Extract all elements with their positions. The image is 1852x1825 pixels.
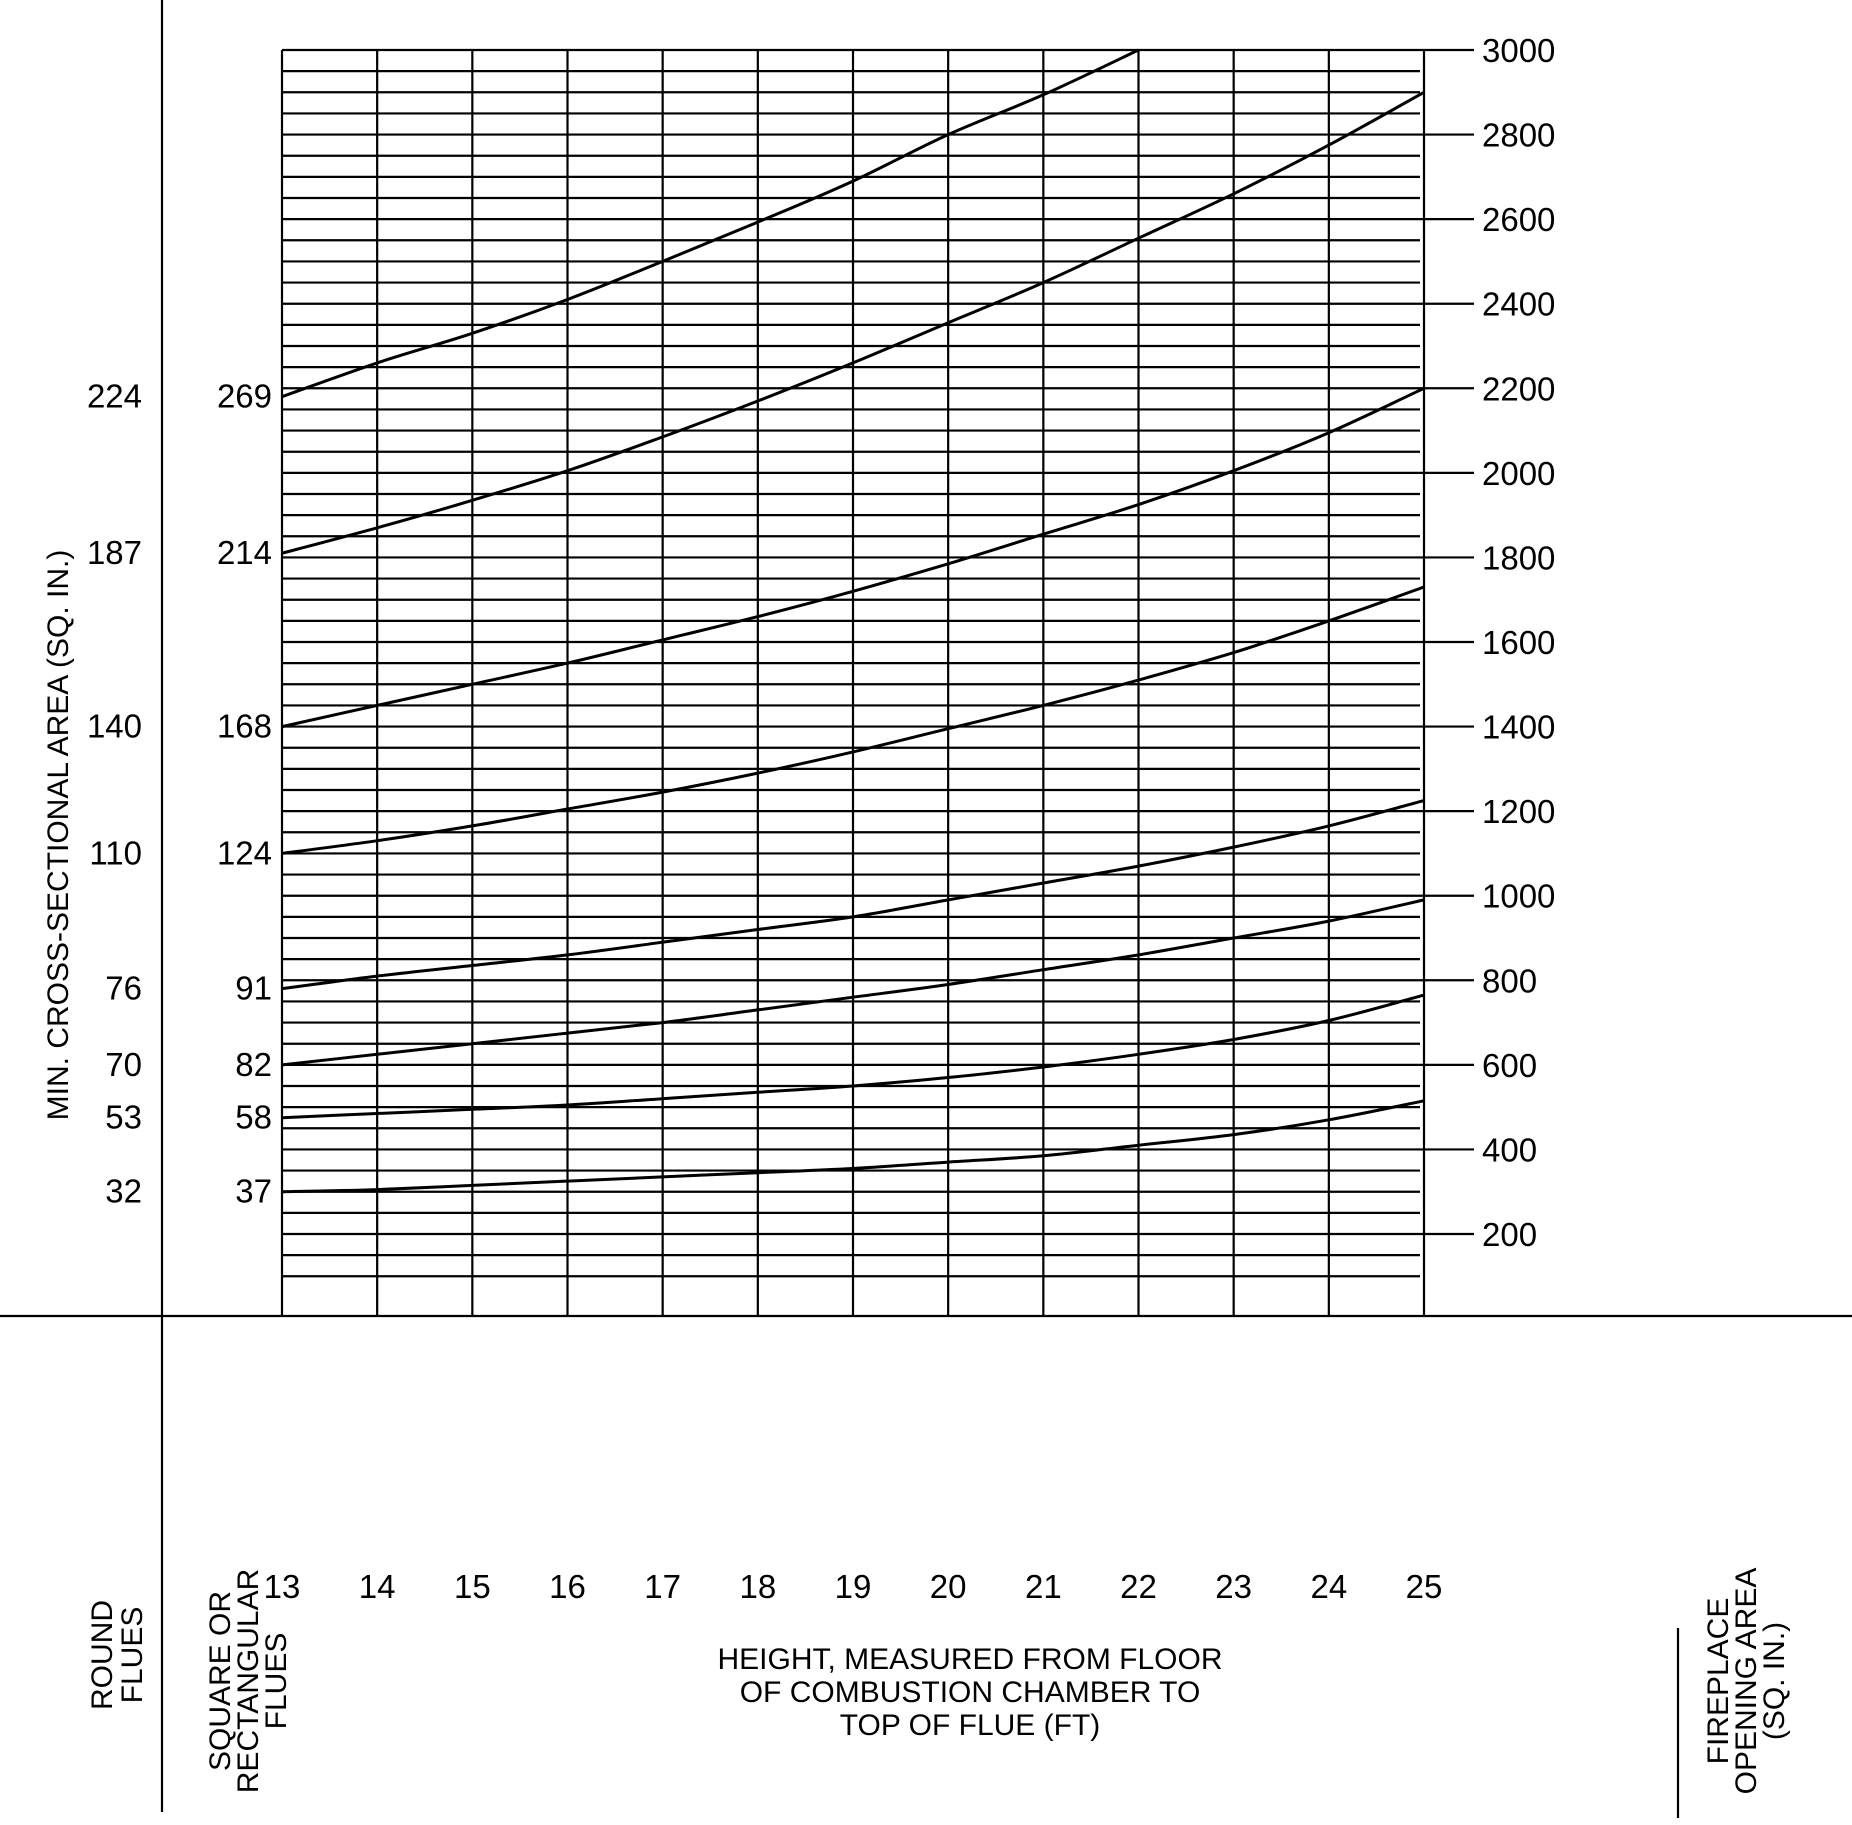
x-axis-tick-label: 22	[1120, 1568, 1157, 1605]
x-axis-tick-label: 16	[549, 1568, 586, 1605]
flue-curve-82	[281, 898, 1425, 1067]
right-axis-tick-label: 400	[1482, 1131, 1537, 1168]
right-axis-tick-label: 1400	[1482, 709, 1555, 746]
round-flue-size-label: 110	[89, 834, 142, 871]
round-flue-size-label: 224	[87, 378, 142, 415]
right-axis-tick-label: 1800	[1482, 539, 1555, 576]
x-axis-tick-label: 24	[1310, 1568, 1347, 1605]
x-axis-tick-label: 15	[454, 1568, 491, 1605]
square-flue-size-label: 269	[217, 378, 272, 415]
fireplace-opening-area-label-line: FIREPLACE	[1702, 1598, 1735, 1765]
x-axis-tick-label: 23	[1215, 1568, 1252, 1605]
square-flues-label-line: RECTANGULAR	[232, 1569, 265, 1793]
x-axis-title-line: TOP OF FLUE (FT)	[840, 1709, 1101, 1742]
x-axis-tick-label: 18	[739, 1568, 776, 1605]
round-flue-size-label: 70	[105, 1046, 142, 1083]
square-flues-label-line: SQUARE OR	[204, 1591, 237, 1771]
right-axis-tick-label: 800	[1482, 962, 1537, 999]
x-axis-tick-label: 25	[1406, 1568, 1443, 1605]
square-flue-size-label: 82	[235, 1046, 272, 1083]
round-flue-size-label: 140	[87, 708, 142, 745]
square-flue-size-label: 124	[217, 834, 272, 871]
right-axis-tick-label: 600	[1482, 1047, 1537, 1084]
right-axis-tick-label: 2800	[1482, 117, 1555, 154]
round-flues-label-line: ROUND	[86, 1600, 119, 1710]
x-axis-tick-label: 17	[644, 1568, 681, 1605]
x-axis-height: 13 14 15 16 17 18 19 20 21 22 23 24 25	[264, 1568, 1443, 1605]
square-flue-size-label: 91	[235, 970, 272, 1007]
x-axis-tick-label: 21	[1025, 1568, 1062, 1605]
x-axis-tick-label: 14	[359, 1568, 396, 1605]
x-axis-title-line: OF COMBUSTION CHAMBER TO	[740, 1676, 1201, 1709]
fireplace-opening-area-label-line: (SQ. IN.)	[1758, 1622, 1791, 1740]
y-axis-title: MIN. CROSS-SECTIONAL AREA (SQ. IN.)	[42, 550, 75, 1121]
x-axis-tick-label: 19	[835, 1568, 872, 1605]
right-axis-tick-label: 3000	[1482, 32, 1555, 69]
x-axis-title-line: HEIGHT, MEASURED FROM FLOOR	[717, 1643, 1222, 1676]
right-axis-tick-label: 2600	[1482, 201, 1555, 238]
right-axis-tick-label: 2000	[1482, 455, 1555, 492]
fireplace-opening-area-label-line: OPENING AREA	[1730, 1568, 1763, 1795]
x-axis-tick-label: 20	[930, 1568, 967, 1605]
flue-curve-168	[281, 386, 1425, 729]
flue-curve-269	[281, 48, 1140, 399]
right-axis-fireplace-opening-area: 200 400 600 800 1000 1200 1400 1600 1800 2000 2200…	[1482, 32, 1555, 1253]
round-flues-label-line: FLUES	[116, 1607, 149, 1704]
square-flue-size-label: 58	[235, 1099, 272, 1136]
square-flue-size-label: 214	[217, 534, 272, 571]
x-axis-tick-label: 13	[264, 1568, 301, 1605]
square-flues-label-line: FLUES	[260, 1633, 293, 1730]
flue-curve-58	[281, 993, 1425, 1120]
flue-curve-91	[281, 799, 1425, 991]
square-flue-size-label: 37	[235, 1173, 272, 1210]
round-flue-size-label: 32	[105, 1173, 142, 1210]
axis-titles: MIN. CROSS-SECTIONAL AREA (SQ. IN.) ROUND…	[42, 550, 1791, 1795]
right-axis-tick-label: 2200	[1482, 370, 1555, 407]
right-axis-tick-label: 2400	[1482, 286, 1555, 323]
round-flue-size-label: 53	[105, 1099, 142, 1136]
round-flue-size-label: 187	[87, 534, 142, 571]
round-flue-size-label: 76	[105, 970, 142, 1007]
flue-curves	[281, 48, 1425, 1194]
right-axis-tick-label: 1600	[1482, 624, 1555, 661]
right-axis-tick-label: 200	[1482, 1216, 1537, 1253]
right-axis-tick-label: 1000	[1482, 878, 1555, 915]
flue-curve-124	[281, 585, 1425, 855]
square-flue-size-label: 168	[217, 708, 272, 745]
flue-curve-37	[281, 1099, 1425, 1194]
right-axis-tick-label: 1200	[1482, 793, 1555, 830]
flue-size-labels: 224 269 187 214 140 168 110 124 76 91 70 82 53 58 32 37	[87, 378, 272, 1210]
flue-curve-214	[281, 90, 1425, 555]
